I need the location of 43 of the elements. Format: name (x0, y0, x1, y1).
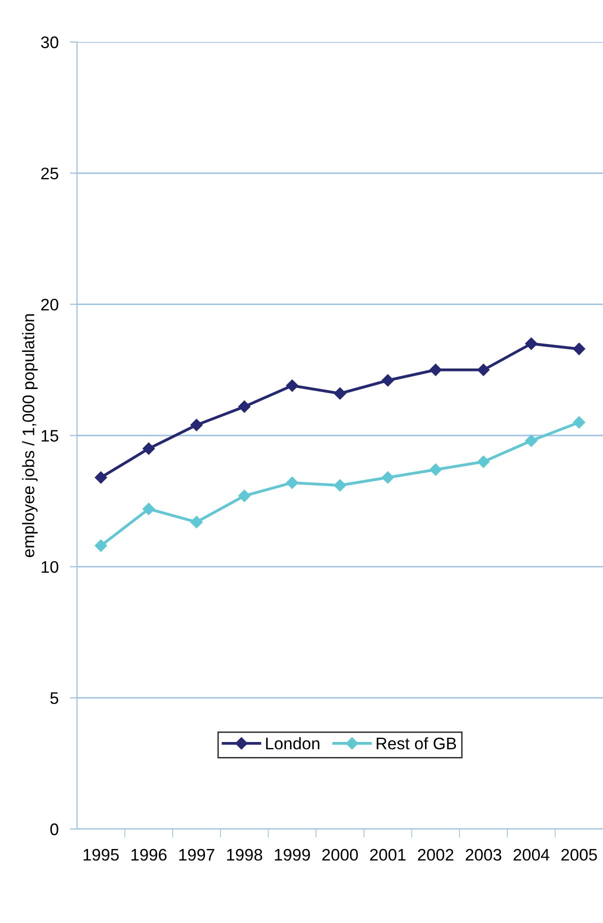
x-tick-label: 2005 (561, 848, 597, 861)
point (525, 338, 538, 350)
x-tick-label: 2003 (466, 848, 502, 861)
y-tick-label: 20 (41, 298, 58, 311)
point (382, 471, 394, 484)
point (286, 476, 298, 489)
point (142, 502, 155, 516)
x-tick-label: 1998 (227, 848, 262, 861)
x-tick-label: 2004 (514, 848, 550, 861)
y-tick-label: 10 (42, 561, 58, 573)
point (572, 416, 586, 428)
x-tick-label: 1995 (84, 848, 119, 861)
legend-label: London (266, 737, 320, 750)
point (190, 418, 203, 432)
point (430, 364, 442, 376)
y-axis-title: employee jobs / 1,000 population (22, 314, 38, 558)
y-tick-label: 15 (42, 430, 58, 442)
y-tick-label: 5 (50, 692, 58, 704)
x-tick-label: 1997 (179, 848, 214, 861)
point (238, 490, 250, 502)
point (477, 364, 490, 376)
y-tick-label: 30 (41, 36, 58, 48)
point (572, 342, 586, 356)
y-tick-label: 25 (41, 168, 58, 180)
point (142, 442, 155, 455)
x-tick-label: 1999 (274, 848, 310, 861)
x-tick-label: 1996 (131, 848, 167, 861)
x-tick-label: 2002 (418, 848, 454, 861)
point (286, 380, 298, 392)
point (190, 516, 203, 528)
point (238, 400, 250, 413)
point (334, 387, 346, 400)
x-tick-label: 2000 (322, 848, 358, 861)
point (477, 456, 490, 468)
y-tick-label: 0 (50, 823, 58, 836)
point (430, 464, 442, 476)
point (334, 479, 346, 492)
point (382, 374, 394, 387)
point (94, 540, 108, 552)
point (94, 471, 108, 484)
legend-label: Rest of GB (376, 737, 456, 750)
point (525, 434, 538, 447)
x-tick-label: 2001 (370, 848, 406, 861)
